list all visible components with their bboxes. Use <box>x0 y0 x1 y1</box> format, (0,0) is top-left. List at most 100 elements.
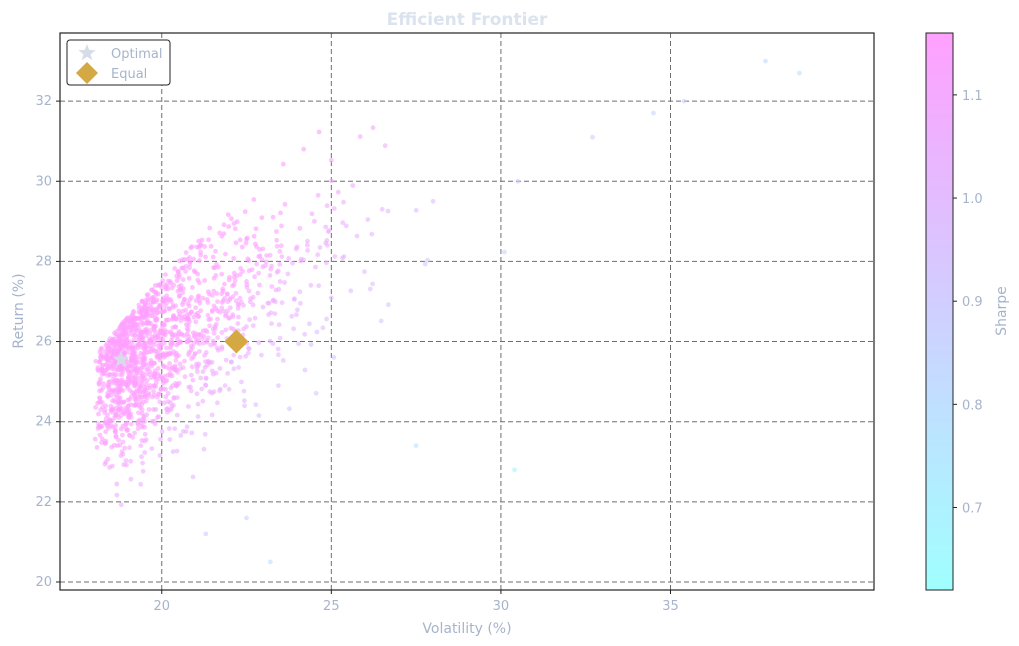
scatter-point <box>328 157 334 163</box>
scatter-point <box>323 224 329 230</box>
scatter-point <box>170 449 176 455</box>
scatter-point <box>590 134 595 140</box>
scatter-point <box>151 324 157 330</box>
scatter-point <box>295 307 300 313</box>
scatter-point <box>150 300 156 305</box>
scatter-point <box>249 267 255 272</box>
scatter-point <box>227 274 232 280</box>
scatter-point <box>282 201 288 207</box>
scatter-point <box>328 295 334 301</box>
scatter-point <box>149 446 155 451</box>
scatter-point <box>193 298 199 303</box>
scatter-point <box>274 229 279 234</box>
scatter-point <box>259 215 265 221</box>
scatter-point <box>163 378 169 384</box>
optimal-star-marker <box>112 350 130 367</box>
scatter-point <box>92 436 98 442</box>
scatter-point <box>260 264 266 270</box>
scatter-point <box>113 433 119 439</box>
scatter-point <box>167 371 173 376</box>
scatter-point <box>231 352 237 358</box>
scatter-point <box>136 410 141 416</box>
scatter-point <box>103 429 109 435</box>
chart-title: Efficient Frontier <box>387 10 548 30</box>
y-tick-label-22: 22 <box>35 495 52 510</box>
scatter-point <box>215 400 220 406</box>
legend-equal-diamond-icon <box>76 62 98 84</box>
scatter-point <box>182 296 187 302</box>
scatter-point <box>226 224 232 230</box>
scatter-point <box>143 362 149 367</box>
scatter-point <box>113 409 119 415</box>
scatter-point <box>198 375 204 381</box>
scatter-point <box>202 244 208 249</box>
scatter-point <box>254 261 260 267</box>
scatter-point <box>312 218 317 224</box>
colorbar-tick-label: 0.9 <box>962 295 983 310</box>
scatter-point <box>237 295 243 301</box>
scatter-point <box>153 407 159 412</box>
legend-optimal-star-icon <box>78 44 96 61</box>
scatter-point <box>174 278 180 283</box>
scatter-point <box>111 349 117 354</box>
scatter-point <box>156 414 162 419</box>
scatter-point <box>245 350 251 356</box>
scatter-point <box>211 303 217 309</box>
scatter-point <box>195 414 201 419</box>
scatter-point <box>173 324 179 330</box>
scatter-point <box>106 420 112 426</box>
scatter-point <box>257 282 262 288</box>
scatter-point <box>130 319 136 324</box>
scatter-point <box>304 242 310 248</box>
scatter-point <box>188 372 194 378</box>
colorbar-tick-label: 0.8 <box>962 398 983 413</box>
scatter-point <box>152 314 158 320</box>
scatter-point <box>382 143 388 149</box>
scatter-point <box>149 419 155 424</box>
scatter-point <box>229 216 234 222</box>
scatter-point <box>425 257 430 263</box>
scatter-point <box>200 398 206 404</box>
scatter-point <box>280 358 286 363</box>
scatter-point <box>135 354 141 359</box>
scatter-point <box>175 395 180 400</box>
scatter-point <box>231 366 237 372</box>
scatter-point <box>132 332 138 338</box>
scatter-point <box>326 228 332 234</box>
scatter-point <box>256 413 262 418</box>
scatter-point <box>209 368 215 374</box>
scatter-point <box>224 291 230 297</box>
scatter-point <box>234 219 240 225</box>
scatter-point <box>188 384 193 390</box>
colorbar-ticks: 0.7 0.8 0.9 1.0 1.1 <box>953 89 983 516</box>
scatter-point <box>267 252 273 258</box>
scatter-point <box>212 341 217 347</box>
scatter-point <box>350 183 356 188</box>
scatter-point <box>157 453 163 458</box>
scatter-point <box>189 430 195 436</box>
scatter-point <box>160 363 166 368</box>
scatter-point <box>129 358 134 364</box>
scatter-point <box>228 325 234 331</box>
scatter-point <box>201 446 207 452</box>
scatter-point <box>242 209 248 215</box>
scatter-point <box>220 286 226 292</box>
scatter-point <box>186 404 191 409</box>
colorbar-tick-label: 1.1 <box>962 89 983 104</box>
scatter-point <box>210 254 216 260</box>
scatter-point <box>341 254 347 259</box>
scatter-point <box>133 380 139 386</box>
scatter-point <box>260 304 266 310</box>
scatter-point <box>169 365 175 371</box>
scatter-point <box>244 515 249 521</box>
scatter-point <box>121 462 127 467</box>
scatter-point <box>198 331 204 337</box>
scatter-point <box>111 389 117 394</box>
scatter-point <box>128 380 134 385</box>
scatter-point <box>117 442 123 448</box>
scatter-point <box>200 295 206 301</box>
scatter-point <box>148 375 154 381</box>
scatter-point <box>118 372 123 378</box>
scatter-point <box>236 365 242 370</box>
scatter-point <box>155 338 160 343</box>
